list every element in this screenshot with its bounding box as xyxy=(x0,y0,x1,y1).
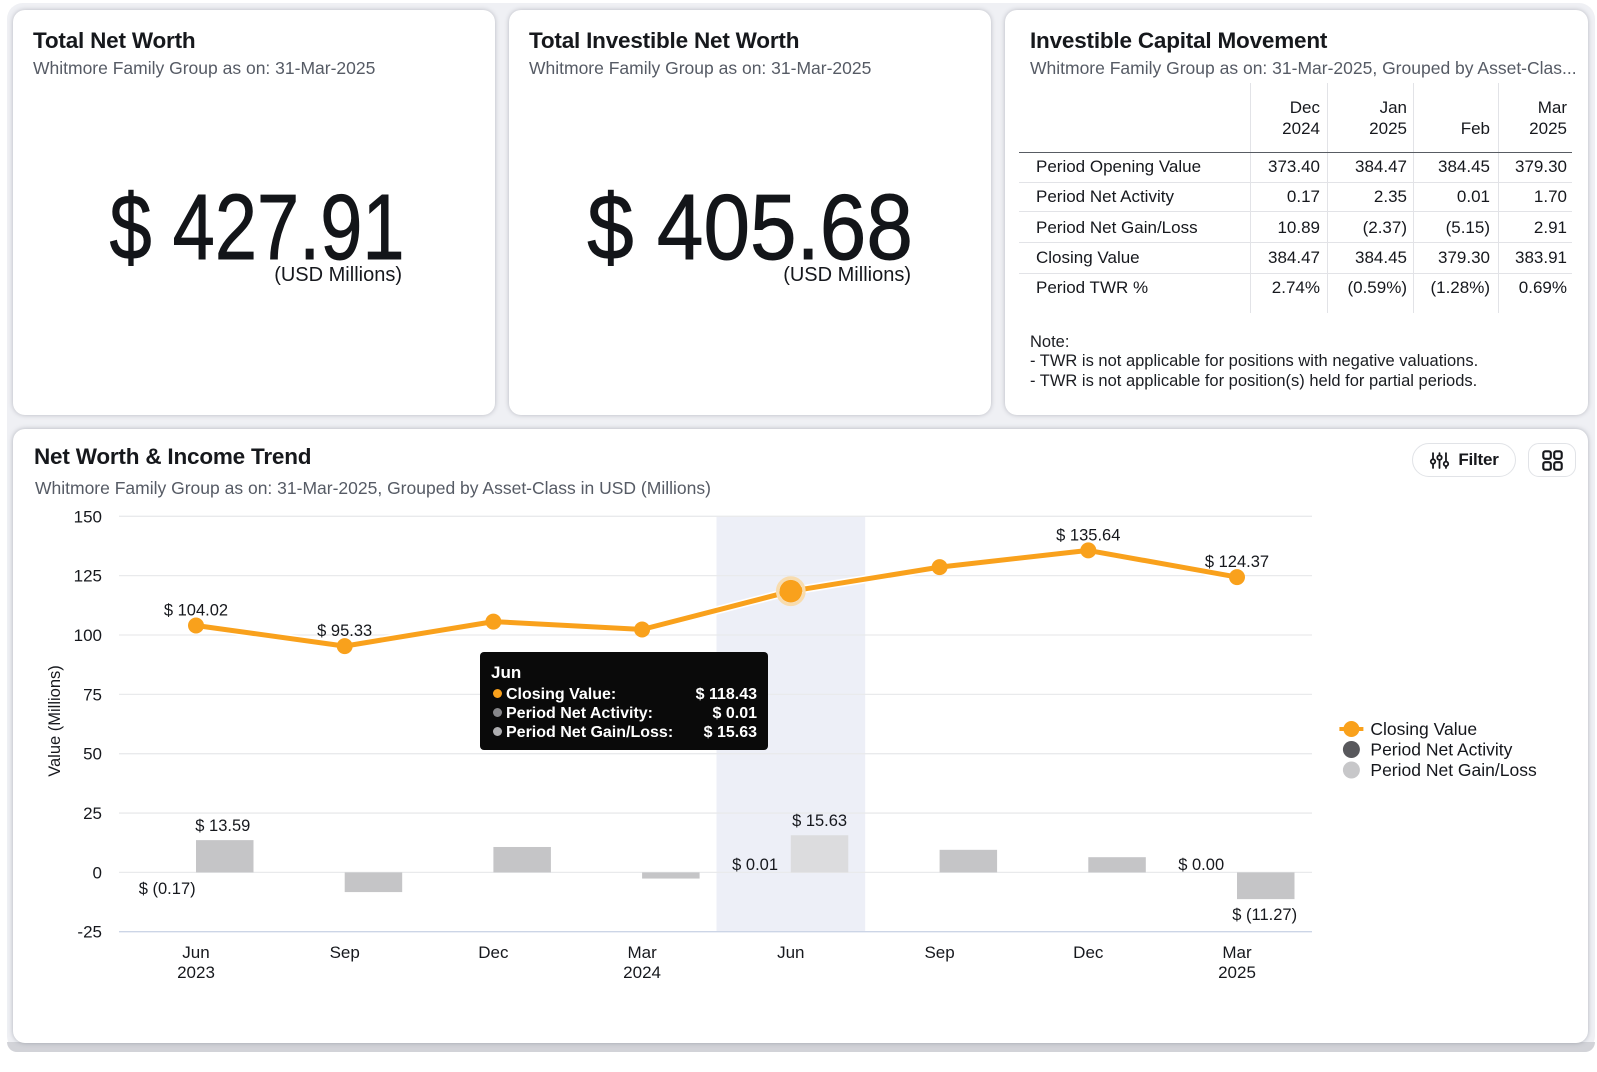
svg-text:Sep: Sep xyxy=(330,943,360,962)
svg-text:Period Net Activity: Period Net Activity xyxy=(1370,740,1512,760)
svg-text:100: 100 xyxy=(74,626,102,645)
svg-text:Period Net Gain/Loss:: Period Net Gain/Loss: xyxy=(506,724,673,741)
svg-text:$ 118.43: $ 118.43 xyxy=(696,686,758,703)
svg-text:$ 0.01: $ 0.01 xyxy=(732,856,778,874)
svg-text:Period Net Gain/Loss: Period Net Gain/Loss xyxy=(1370,760,1537,780)
svg-text:Value (Millions): Value (Millions) xyxy=(46,665,64,777)
svg-text:2025: 2025 xyxy=(1218,963,1256,982)
svg-text:25: 25 xyxy=(83,804,102,823)
svg-text:Sep: Sep xyxy=(924,943,954,962)
svg-text:Jun: Jun xyxy=(777,943,804,962)
svg-text:Closing Value:: Closing Value: xyxy=(506,686,616,703)
svg-text:Closing Value: Closing Value xyxy=(1370,719,1477,739)
svg-text:$ 104.02: $ 104.02 xyxy=(164,602,228,620)
svg-text:$ 13.59: $ 13.59 xyxy=(195,817,250,835)
svg-text:$ 15.63: $ 15.63 xyxy=(704,724,757,741)
svg-text:$ 124.37: $ 124.37 xyxy=(1205,553,1269,571)
svg-text:$ 0.00: $ 0.00 xyxy=(1178,856,1224,874)
svg-text:150: 150 xyxy=(74,507,102,526)
svg-text:$ 15.63: $ 15.63 xyxy=(792,812,847,830)
svg-text:0: 0 xyxy=(93,863,102,882)
svg-text:$ 0.01: $ 0.01 xyxy=(713,705,758,722)
svg-text:$ 135.64: $ 135.64 xyxy=(1056,526,1120,544)
svg-text:$ (0.17): $ (0.17) xyxy=(139,880,196,898)
svg-text:2024: 2024 xyxy=(623,963,661,982)
svg-text:75: 75 xyxy=(83,685,102,704)
svg-text:-25: -25 xyxy=(77,923,102,942)
svg-text:$ 95.33: $ 95.33 xyxy=(317,622,372,640)
svg-text:Jun: Jun xyxy=(182,943,209,962)
svg-text:Jun: Jun xyxy=(491,663,521,682)
svg-text:50: 50 xyxy=(83,745,102,764)
svg-text:Dec: Dec xyxy=(478,943,509,962)
svg-text:Mar: Mar xyxy=(1222,943,1252,962)
svg-text:125: 125 xyxy=(74,567,102,586)
svg-text:Period Net Activity:: Period Net Activity: xyxy=(506,705,653,722)
svg-text:$ (11.27): $ (11.27) xyxy=(1232,906,1297,924)
svg-text:Mar: Mar xyxy=(627,943,657,962)
svg-text:Dec: Dec xyxy=(1073,943,1104,962)
svg-text:2023: 2023 xyxy=(177,963,215,982)
